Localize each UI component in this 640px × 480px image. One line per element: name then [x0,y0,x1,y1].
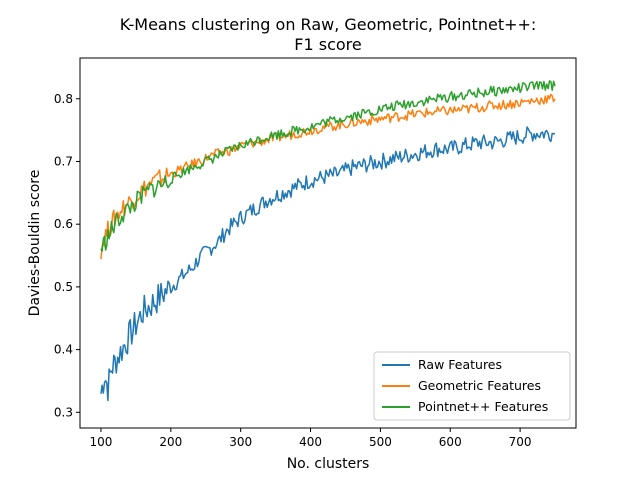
series-line-raw [100,126,556,402]
legend-label-pointnet: Pointnet++ Features [418,399,548,414]
x-tick-label: 100 [90,435,113,449]
chart-title-line-2: F1 score [294,35,361,54]
chart-title-line-1: K-Means clustering on Raw, Geometric, Po… [120,15,537,34]
y-tick-label: 0.5 [54,280,73,294]
legend-label-raw: Raw Features [418,357,502,372]
series-group [100,80,556,402]
legend: Raw Features Geometric Features Pointnet… [373,351,571,421]
plot-area-frame [79,57,577,429]
x-tick-label: 700 [509,435,532,449]
series-line-pointnet [100,80,556,253]
x-tick-label: 400 [299,435,322,449]
x-tick-label: 500 [369,435,392,449]
y-tick-label: 0.6 [54,217,73,231]
y-tick-label: 0.8 [54,92,73,106]
y-tick-label: 0.4 [54,343,73,357]
legend-box [373,351,571,421]
legend-label-geometric: Geometric Features [418,378,541,393]
y-axis-ticks: 0.3 0.4 0.5 0.6 0.7 0.8 [54,92,80,419]
x-tick-label: 200 [159,435,182,449]
y-tick-label: 0.7 [54,154,73,168]
x-axis-ticks: 100 200 300 400 500 600 700 [90,428,532,449]
x-tick-label: 600 [439,435,462,449]
y-axis-label: Davies-Bouldin score [27,170,43,317]
y-tick-label: 0.3 [54,405,73,419]
x-axis-label: No. clusters [287,456,370,472]
x-tick-label: 300 [229,435,252,449]
